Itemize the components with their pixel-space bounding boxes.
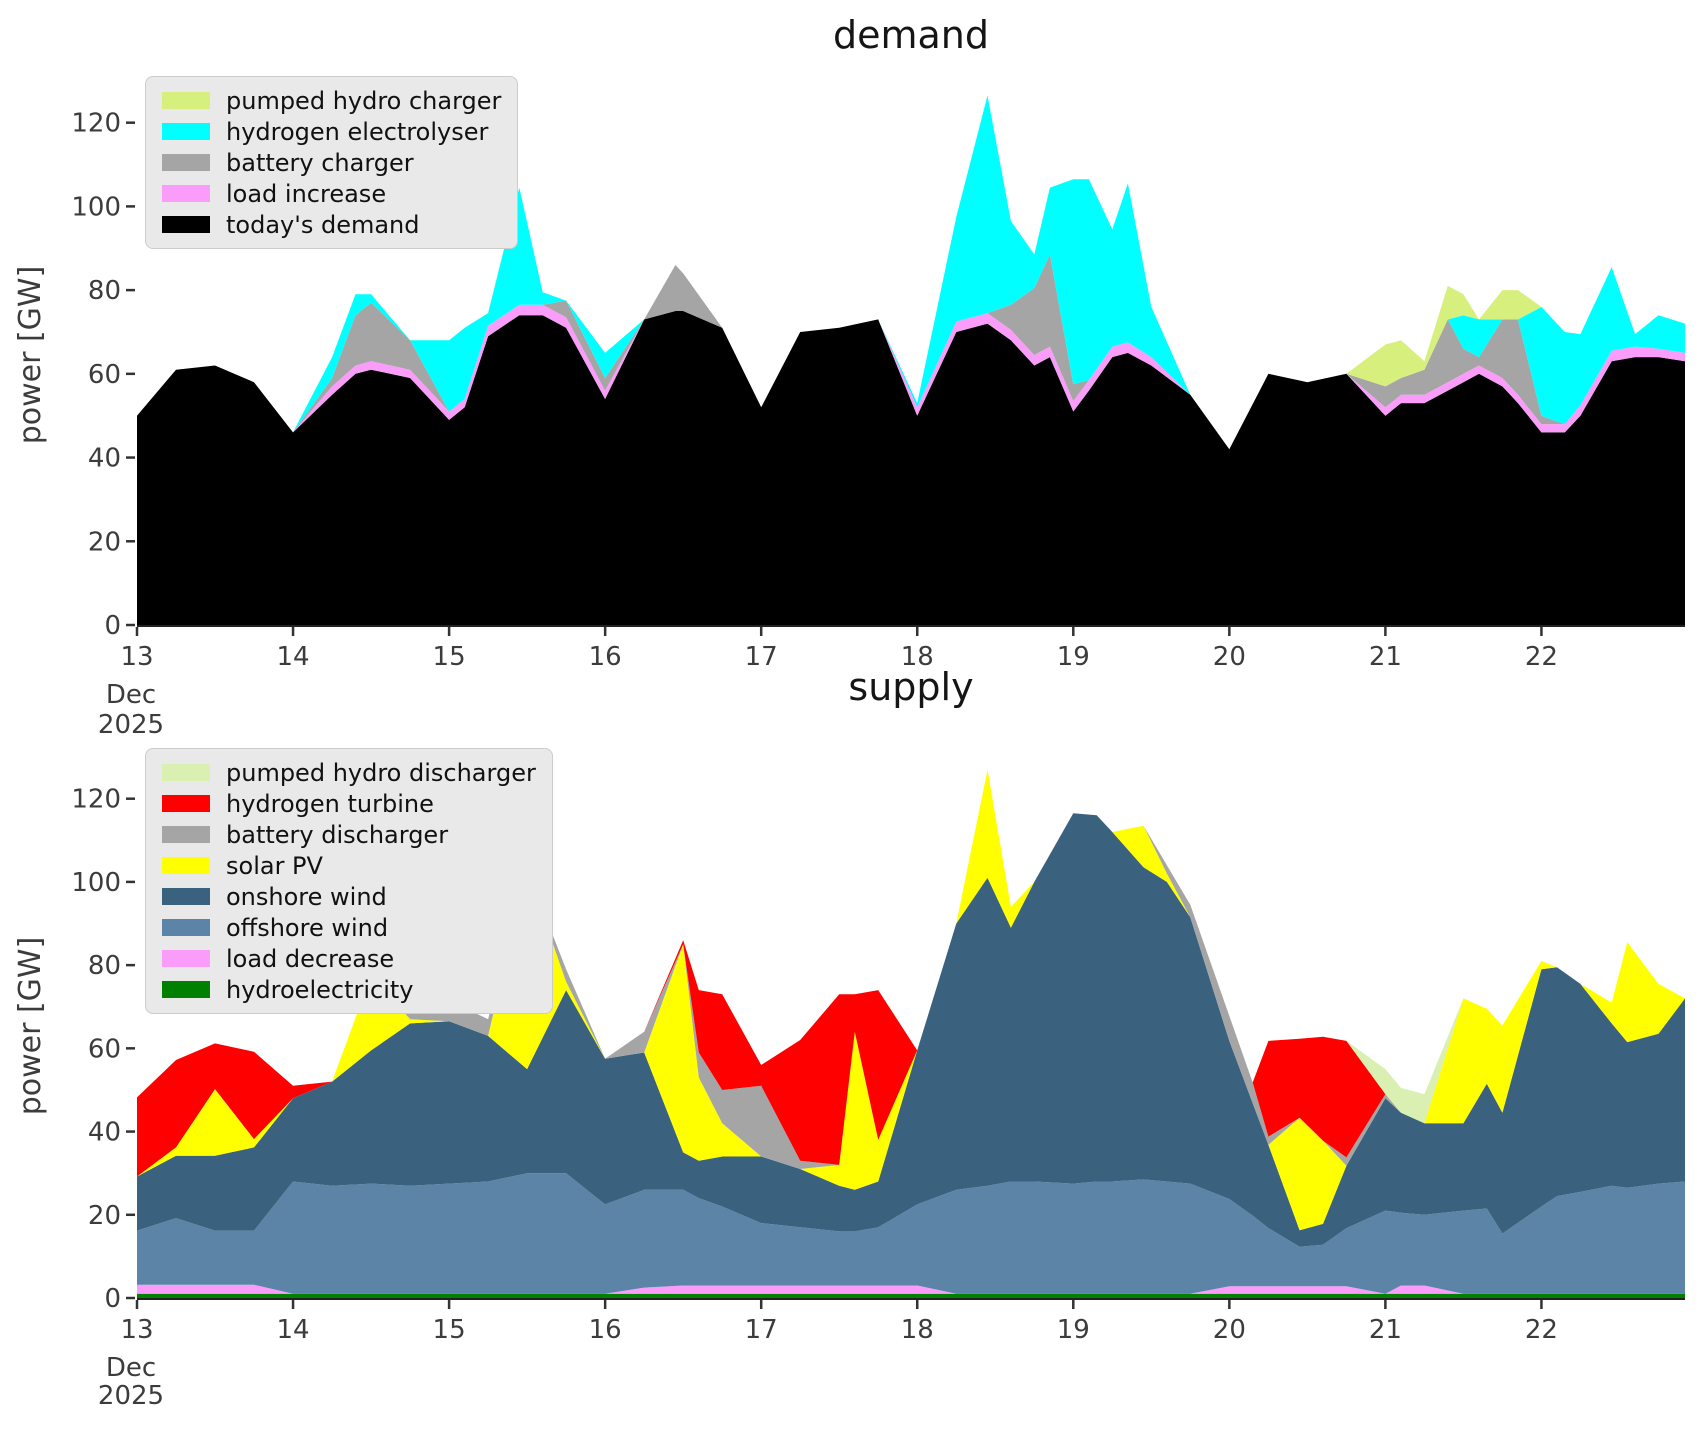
chart-title-demand: demand (833, 13, 989, 57)
legend-item-hydroelectricity: hydroelectricity (162, 974, 536, 1005)
y-tick-label: 20 (88, 527, 121, 557)
y-tick-label: 120 (71, 785, 121, 815)
legend-demand: pumped hydro charger hydrogen electrolyse… (145, 76, 519, 249)
legend-swatch (162, 764, 210, 781)
legend-swatch (162, 888, 210, 905)
legend-swatch (162, 185, 210, 202)
x-tick-label: 14 (277, 642, 310, 672)
y-tick-label: 20 (88, 1201, 121, 1231)
area-offshore-wind (137, 1173, 1685, 1294)
legend-label: hydroelectricity (226, 975, 414, 1004)
legend-item-offshore-wind: offshore wind (162, 912, 536, 943)
x-tick-label: 21 (1369, 1315, 1402, 1345)
x-tick-label: 18 (901, 1315, 934, 1345)
x-tick-label: 22 (1525, 642, 1558, 672)
legend-swatch (162, 92, 210, 109)
area-load-decrease (137, 1284, 1685, 1294)
legend-label: pumped hydro charger (226, 86, 502, 115)
legend-label: hydrogen electrolyser (226, 117, 489, 146)
legend-swatch (162, 950, 210, 967)
area-hydrogen-turbine (137, 769, 1685, 1177)
legend-item-load-increase: load increase (162, 178, 501, 209)
chart-title-supply: supply (848, 665, 973, 709)
x-tick-label: 19 (1057, 1315, 1090, 1345)
legend-swatch (162, 919, 210, 936)
y-tick-label: 100 (71, 868, 121, 898)
x-tick-label: 15 (433, 1315, 466, 1345)
x-tick-label: 18 (901, 642, 934, 672)
x-tick-label: 13 (120, 642, 153, 672)
y-axis-label: power [GW] (13, 937, 48, 1116)
area-hydroelectricity (137, 1293, 1685, 1298)
y-tick-label: 80 (88, 951, 121, 981)
legend-label: today's demand (226, 210, 420, 239)
legend-item-today-s-demand: today's demand (162, 209, 501, 240)
legend-swatch (162, 154, 210, 171)
legend-label: pumped hydro discharger (226, 758, 536, 787)
x-tick-label: 15 (433, 642, 466, 672)
y-tick-label: 80 (88, 276, 121, 306)
area-onshore-wind (137, 813, 1685, 1247)
area-today-s-demand (137, 311, 1685, 625)
legend-item-load-decrease: load decrease (162, 943, 536, 974)
x-tick-label: 20 (1213, 642, 1246, 672)
legend-swatch (162, 795, 210, 812)
x-tick-label: 20 (1213, 1315, 1246, 1345)
legend-item-pumped-hydro-charger: pumped hydro charger (162, 85, 501, 116)
legend-item-pumped-hydro-discharger: pumped hydro discharger (162, 757, 536, 788)
demand-plot: demand power [GW] 13 14 15 16 17 18 19 20 21 22 0 2… (13, 13, 1685, 740)
legend-label: battery charger (226, 148, 414, 177)
legend-label: battery discharger (226, 820, 449, 849)
legend-label: solar PV (226, 851, 323, 880)
axes: 13 14 15 16 17 18 19 20 21 22 0 20 40 60 80 100 120 (71, 109, 1685, 672)
x-axis-month-label: Dec (106, 1353, 156, 1383)
legend-item-hydrogen-electrolyser: hydrogen electrolyser (162, 116, 501, 147)
y-tick-label: 0 (104, 1284, 121, 1314)
y-tick-label: 40 (88, 1118, 121, 1148)
area-layers (137, 95, 1685, 625)
y-tick-label: 60 (88, 360, 121, 390)
legend-swatch (162, 216, 210, 233)
y-tick-label: 120 (71, 109, 121, 139)
x-tick-label: 22 (1525, 1315, 1558, 1345)
x-axis-year-label: 2025 (98, 1381, 164, 1411)
legend-item-solar-pv: solar PV (162, 850, 536, 881)
legend-swatch (162, 123, 210, 140)
y-tick-label: 60 (88, 1034, 121, 1064)
x-axis-month-label: Dec (106, 680, 156, 710)
x-tick-label: 13 (120, 1315, 153, 1345)
legend-label: offshore wind (226, 913, 389, 942)
x-tick-label: 16 (589, 642, 622, 672)
x-tick-label: 21 (1369, 642, 1402, 672)
x-tick-label: 17 (745, 1315, 778, 1345)
y-axis-label: power [GW] (13, 266, 48, 445)
x-tick-label: 16 (589, 1315, 622, 1345)
legend-swatch (162, 826, 210, 843)
x-tick-label: 17 (745, 642, 778, 672)
legend-swatch (162, 981, 210, 998)
legend-item-onshore-wind: onshore wind (162, 881, 536, 912)
x-axis-year-label: 2025 (98, 710, 164, 740)
legend-item-battery-charger: battery charger (162, 147, 501, 178)
x-tick-label: 14 (277, 1315, 310, 1345)
legend-item-battery-discharger: battery discharger (162, 819, 536, 850)
legend-label: load decrease (226, 944, 395, 973)
legend-label: onshore wind (226, 882, 387, 911)
legend-swatch (162, 857, 210, 874)
y-tick-label: 0 (104, 611, 121, 641)
y-tick-label: 40 (88, 444, 121, 474)
legend-supply: pumped hydro discharger hydrogen turbine b… (145, 748, 553, 1014)
legend-item-hydrogen-turbine: hydrogen turbine (162, 788, 536, 819)
legend-label: hydrogen turbine (226, 789, 434, 818)
y-tick-label: 100 (71, 192, 121, 222)
axes: 13 14 15 16 17 18 19 20 21 22 0 20 40 60 80 100 120 (71, 785, 1685, 1345)
legend-label: load increase (226, 179, 387, 208)
x-tick-label: 19 (1057, 642, 1090, 672)
